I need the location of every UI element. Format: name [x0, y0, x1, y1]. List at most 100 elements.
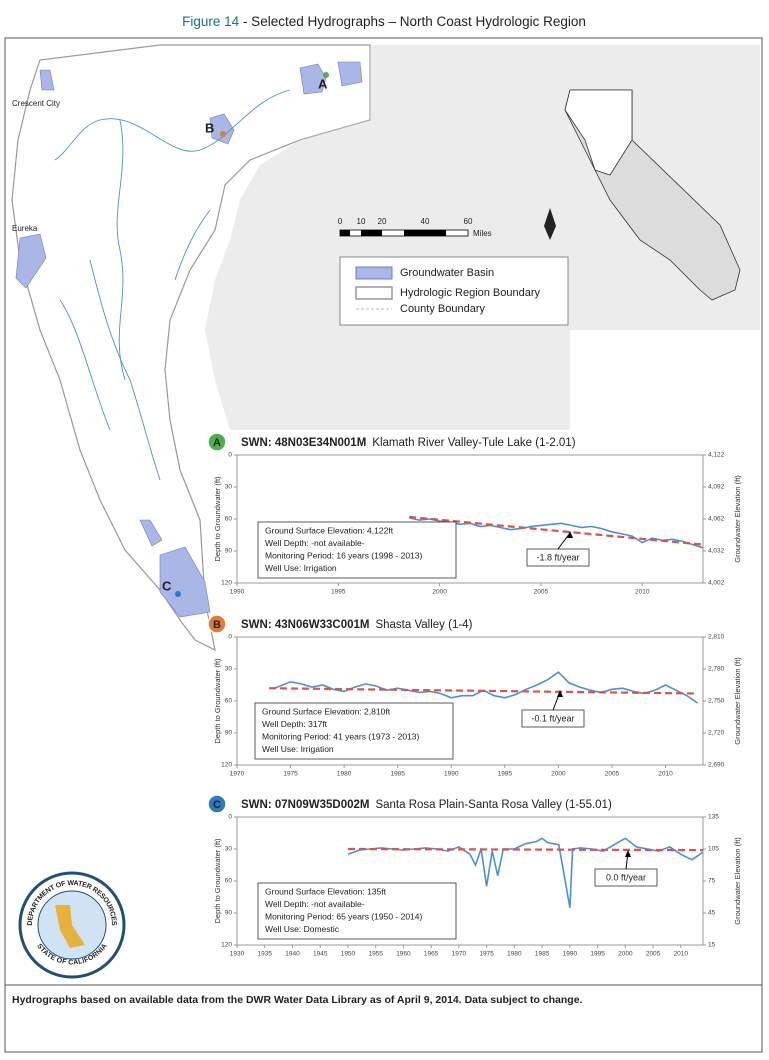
- inset-region: [564, 89, 633, 176]
- y2-tick-label: 4,092: [708, 484, 725, 491]
- y2-tick-label: 2,720: [708, 730, 725, 737]
- info-line: Ground Surface Elevation: 135ft: [265, 886, 387, 896]
- badge-letter: B: [213, 619, 221, 631]
- y-tick-label: 90: [225, 910, 233, 917]
- y-tick-label: 60: [225, 878, 233, 885]
- figure-caption: - Selected Hydrographs – North Coast Hyd…: [239, 14, 586, 29]
- badge: [207, 432, 227, 452]
- x-tick-label: 2000: [432, 589, 447, 596]
- river: [89, 259, 161, 481]
- north-arrow: N: [544, 208, 556, 240]
- x-tick-label: 1990: [563, 951, 578, 958]
- y2-axis-label: Groundwater Elevation (ft): [733, 837, 742, 925]
- north-label: N: [547, 220, 554, 230]
- x-tick-label: 1980: [507, 951, 522, 958]
- north-arrow-shape: [544, 208, 556, 240]
- y-tick-label: 120: [221, 580, 232, 587]
- scale-seg: [404, 230, 446, 236]
- river: [59, 299, 111, 431]
- info-box: [257, 521, 457, 579]
- figure-title: Figure 14 - Selected Hydrographs – North…: [182, 14, 586, 29]
- hydrograph: C SWN: 07N09W35D002M Santa Rosa Plain-Sant…: [207, 794, 742, 958]
- map-label: C: [162, 578, 172, 593]
- well-name: Shasta Valley (1-4): [375, 619, 472, 631]
- rivers: [54, 89, 291, 481]
- y-tick-label: 30: [225, 484, 233, 491]
- x-tick-label: 1975: [283, 771, 298, 778]
- scale-label: 40: [421, 217, 430, 226]
- trend-arrowhead: [557, 690, 563, 697]
- scale-unit: Miles: [473, 229, 492, 238]
- y2-tick-label: 4,002: [708, 580, 725, 587]
- map-label: B: [205, 120, 214, 135]
- x-tick-label: 1990: [230, 589, 245, 596]
- badge: [207, 794, 227, 814]
- chart-title: SWN: 43N06W33C001M Shasta Valley (1-4): [241, 619, 473, 631]
- basin: [159, 546, 211, 618]
- y-tick-label: 120: [221, 762, 232, 769]
- info-box: [257, 882, 457, 940]
- legend-label: Hydrologic Region Boundary: [400, 287, 541, 299]
- y-tick-label: 60: [225, 516, 233, 523]
- trend-label: -0.1 ft/year: [531, 713, 574, 723]
- x-tick-label: 2010: [635, 589, 650, 596]
- dwr-seal: DEPARTMENT OF WATER RESOURCES STATE OF C…: [18, 871, 126, 979]
- y2-tick-label: 2,690: [708, 762, 725, 769]
- y-tick-label: 90: [225, 548, 233, 555]
- y-axis-label: Depth to Groundwater (ft): [213, 658, 222, 744]
- y2-tick-label: 75: [708, 878, 716, 885]
- scale-seg: [340, 230, 350, 236]
- x-tick-label: 1970: [230, 771, 245, 778]
- x-tick-label: 2005: [534, 589, 549, 596]
- y2-tick-label: 45: [708, 910, 716, 917]
- city-label: Crescent City: [12, 99, 60, 108]
- legend-swatch: [355, 286, 393, 300]
- y2-tick-label: 135: [708, 814, 719, 821]
- seal-state: [55, 905, 85, 948]
- x-tick-label: 1970: [452, 951, 467, 958]
- x-tick-label: 1940: [285, 951, 300, 958]
- basin: [209, 113, 235, 145]
- trend-label: 0.0 ft/year: [606, 872, 646, 882]
- figure-number: Figure 14: [182, 14, 240, 29]
- x-tick-label: 2000: [551, 771, 566, 778]
- y-tick-label: 60: [225, 698, 233, 705]
- x-tick-label: 2010: [674, 951, 689, 958]
- x-tick-label: 1985: [390, 771, 405, 778]
- well-marker: [175, 591, 181, 597]
- info-line: Monitoring Period: 41 years (1973 - 2013…: [262, 731, 420, 741]
- x-tick-label: 1965: [424, 951, 439, 958]
- badge-letter: A: [213, 437, 221, 449]
- city-label: Eureka: [12, 224, 38, 233]
- well-marker: [323, 72, 329, 78]
- legend-swatch: [355, 266, 393, 280]
- y2-tick-label: 105: [708, 846, 719, 853]
- y-tick-label: 120: [221, 942, 232, 949]
- river: [54, 89, 291, 161]
- x-tick-label: 1930: [230, 951, 245, 958]
- info-line: Well Depth: 317ft: [262, 719, 328, 729]
- x-tick-label: 1975: [479, 951, 494, 958]
- y2-axis-label: Groundwater Elevation (ft): [733, 475, 742, 563]
- badge: [207, 614, 227, 634]
- info-line: Monitoring Period: 16 years (1998 - 2013…: [265, 550, 423, 560]
- hydrograph: A SWN: 48N03E34N001M Klamath River Valley-…: [207, 432, 742, 596]
- info-line: Well Depth: -not available-: [265, 538, 365, 548]
- x-tick-label: 1985: [535, 951, 550, 958]
- scale-bar: 0 10 20 40 60 Miles: [338, 217, 492, 238]
- chart-title: SWN: 07N09W35D002M Santa Rosa Plain-Santa…: [241, 799, 612, 811]
- scale-seg: [361, 230, 382, 236]
- x-tick-label: 1980: [337, 771, 352, 778]
- y-axis-label: Depth to Groundwater (ft): [213, 838, 222, 924]
- legend-label: Groundwater Basin: [400, 267, 494, 279]
- x-tick-label: 1935: [258, 951, 273, 958]
- y-tick-label: 0: [228, 814, 232, 821]
- y2-tick-label: 4,062: [708, 516, 725, 523]
- x-tick-label: 2000: [618, 951, 633, 958]
- trend-arrowhead: [567, 531, 573, 538]
- badge-letter: C: [213, 799, 221, 811]
- well-name: Klamath River Valley-Tule Lake (1-2.01): [372, 437, 575, 449]
- map-label: A: [318, 76, 328, 91]
- trend-line: [347, 847, 704, 852]
